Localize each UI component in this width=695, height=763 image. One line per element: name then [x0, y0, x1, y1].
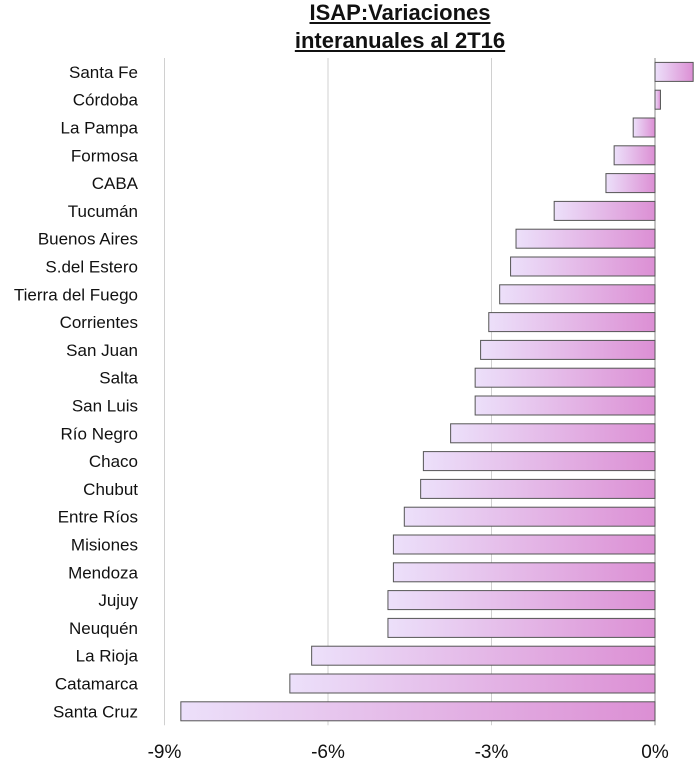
category-label: Misiones: [71, 536, 138, 555]
category-label: Mendoza: [68, 563, 138, 582]
x-tick-label: 0%: [641, 742, 669, 763]
chart-title-line1: ISAP:Variaciones: [309, 0, 491, 25]
category-label: Santa Cruz: [53, 702, 138, 721]
x-tick-label: -6%: [311, 742, 345, 763]
category-label: Córdoba: [73, 91, 139, 110]
bar: [422, 451, 656, 472]
category-labels: Santa Fe Córdoba La Pampa Formosa CABA Tucumá…: [14, 63, 139, 721]
bar: [450, 423, 656, 444]
category-label: CABA: [92, 174, 139, 193]
category-label: La Rioja: [76, 647, 139, 666]
bars: [180, 61, 694, 722]
bar: [553, 200, 656, 221]
bar: [289, 673, 656, 694]
bar: [387, 617, 656, 638]
bar: [180, 701, 656, 722]
category-label: Corrientes: [60, 313, 138, 332]
category-label: Tucumán: [68, 202, 138, 221]
bar: [311, 645, 656, 666]
bar: [654, 61, 694, 82]
category-label: Formosa: [71, 146, 139, 165]
x-tick-label: -9%: [148, 742, 182, 763]
bar: [392, 534, 656, 555]
bar: [474, 367, 656, 388]
category-label: San Juan: [66, 341, 138, 360]
category-label: Jujuy: [98, 591, 138, 610]
category-label: Salta: [99, 369, 138, 388]
category-label: Chubut: [83, 480, 138, 499]
bar: [480, 339, 656, 360]
category-label: La Pampa: [61, 119, 139, 138]
grid-lines: [164, 58, 656, 726]
bar: [499, 284, 656, 305]
bar: [654, 89, 661, 110]
category-label: Tierra del Fuego: [14, 285, 138, 304]
category-label: Catamarca: [55, 675, 139, 694]
bar: [613, 145, 656, 166]
category-label: Entre Ríos: [58, 508, 138, 527]
category-label: Neuquén: [69, 619, 138, 638]
bar: [387, 590, 656, 611]
category-label: Buenos Aires: [38, 230, 138, 249]
category-label: San Luis: [72, 397, 138, 416]
category-label: S.del Estero: [45, 258, 138, 277]
category-label: Chaco: [89, 452, 138, 471]
x-tick-label: -3%: [475, 742, 509, 763]
bar: [420, 478, 656, 499]
bar: [403, 506, 656, 527]
bar: [488, 312, 656, 333]
category-label: Río Negro: [61, 424, 138, 443]
bar: [474, 395, 656, 416]
bar: [510, 256, 656, 277]
bar: [632, 117, 656, 138]
bar: [515, 228, 656, 249]
chart-title-line2: interanuales al 2T16: [294, 28, 506, 53]
bar: [605, 173, 656, 194]
bar: [392, 562, 656, 583]
x-axis-ticks: -9% -6% -3% 0%: [148, 742, 669, 763]
category-label: Santa Fe: [69, 63, 138, 82]
